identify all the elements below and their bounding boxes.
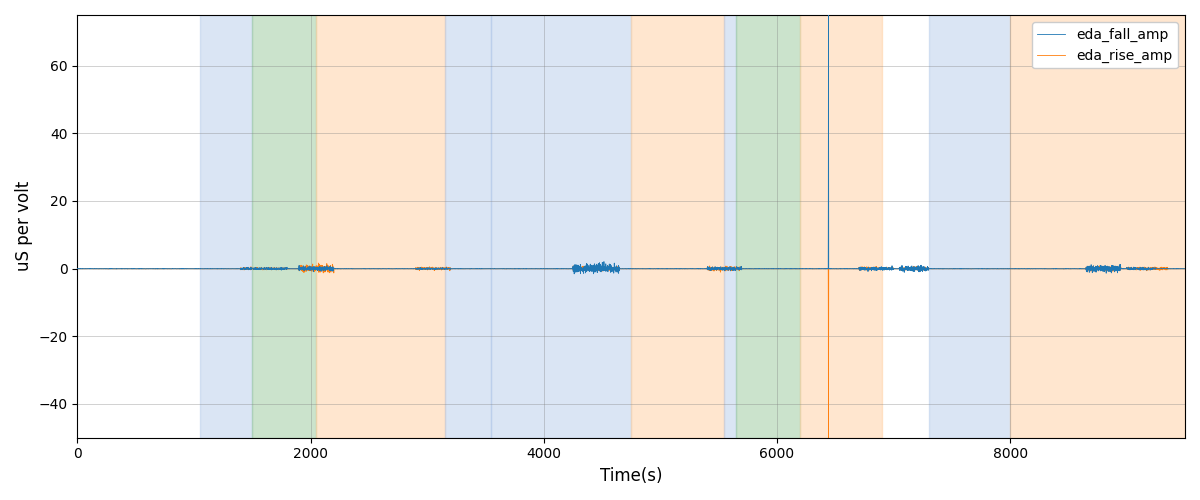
eda_rise_amp	[234, 265, 248, 271]
Bar	[200, 15, 252, 438]
Bar	[800, 15, 882, 438]
X-axis label: Time(s): Time(s)	[600, 467, 662, 485]
eda_fall_amp	[1177, 266, 1192, 272]
eda_fall_amp	[234, 265, 248, 271]
eda_fall_amp	[158, 266, 173, 272]
eda_rise_amp	[821, 434, 835, 440]
eda_rise_amp	[158, 266, 173, 272]
eda_fall_amp	[1004, 266, 1019, 272]
eda_rise_amp	[71, 266, 85, 272]
Bar	[445, 15, 491, 438]
eda_rise_amp	[1177, 266, 1192, 272]
eda_fall_amp	[566, 271, 581, 277]
eda_fall_amp	[886, 266, 900, 272]
Line: eda_fall_amp: eda_fall_amp	[78, 15, 1184, 274]
eda_rise_amp	[331, 266, 346, 272]
eda_rise_amp	[312, 260, 326, 266]
Y-axis label: uS per volt: uS per volt	[14, 181, 34, 272]
Bar	[929, 15, 1010, 438]
Bar	[1010, 15, 1186, 438]
Bar	[491, 15, 631, 438]
eda_rise_amp	[1004, 266, 1019, 272]
Line: eda_rise_amp: eda_rise_amp	[78, 263, 1184, 438]
Bar	[317, 15, 445, 438]
Bar	[736, 15, 800, 438]
eda_fall_amp	[612, 263, 626, 269]
Legend: eda_fall_amp, eda_rise_amp: eda_fall_amp, eda_rise_amp	[1032, 22, 1178, 68]
Bar	[252, 15, 317, 438]
eda_fall_amp	[331, 266, 346, 272]
eda_fall_amp	[71, 266, 85, 272]
Bar	[631, 15, 725, 438]
eda_fall_amp	[821, 12, 835, 18]
Bar	[725, 15, 736, 438]
eda_rise_amp	[886, 266, 900, 272]
eda_rise_amp	[612, 266, 626, 272]
